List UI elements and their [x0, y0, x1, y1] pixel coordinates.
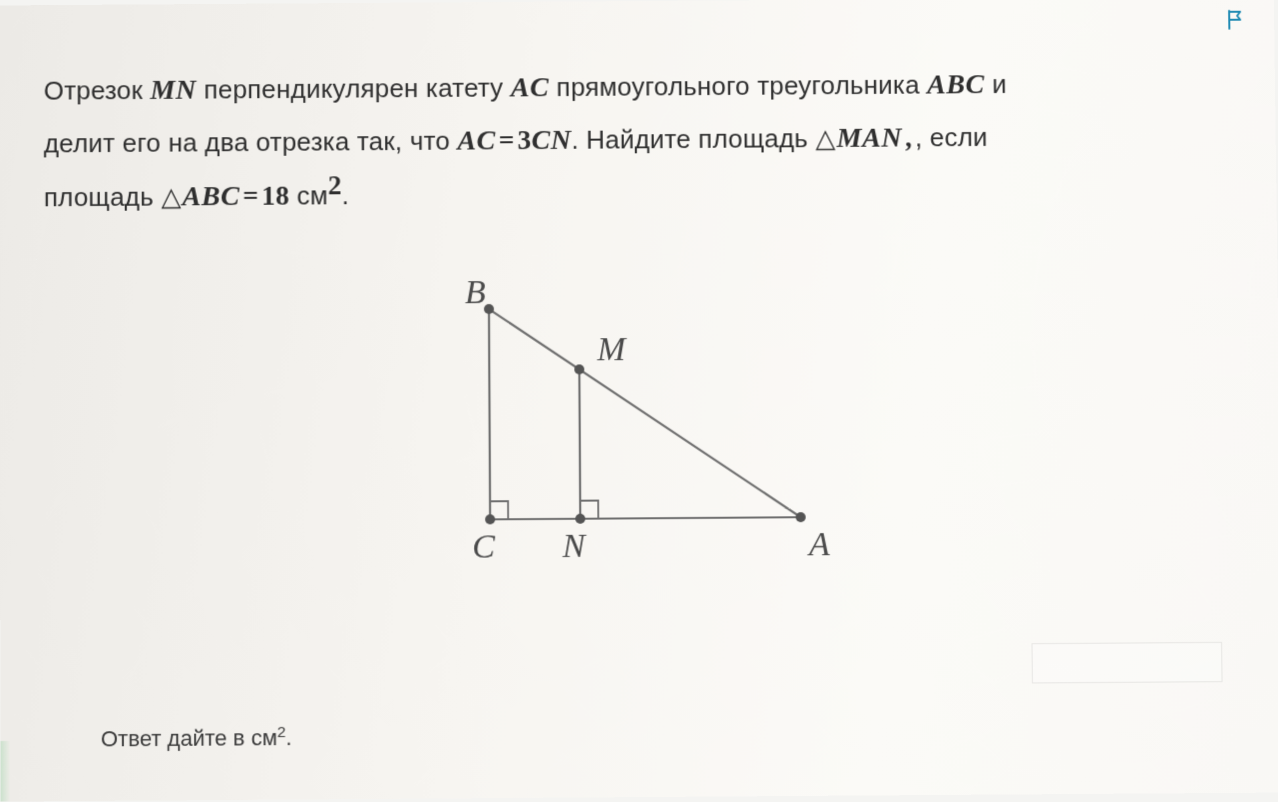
math-var: AC — [457, 126, 496, 157]
math-var-MAN: MAN — [837, 123, 903, 154]
math-var: CN — [531, 125, 571, 156]
math-number: 18 — [262, 180, 290, 210]
decorative-edge — [0, 741, 10, 802]
text: прямоугольного треугольника — [549, 70, 927, 102]
svg-text:M: M — [596, 331, 627, 368]
math-var-ABC: ABC — [927, 69, 985, 100]
problem-page: Отрезок MN перпендикулярен катету AC пря… — [0, 0, 1278, 802]
problem-statement: Отрезок MN перпендикулярен катету AC пря… — [44, 57, 1183, 224]
equals-sign: = — [240, 181, 262, 211]
triangle-figure: A B C M N — [429, 267, 852, 591]
text: Отрезок — [44, 75, 151, 106]
triangle-symbol: △ — [161, 182, 182, 211]
equals-sign: = — [496, 126, 518, 156]
figure-container: A B C M N — [44, 264, 1237, 593]
text: . — [286, 725, 292, 750]
svg-text:B: B — [465, 274, 486, 311]
comma: , — [902, 123, 915, 153]
math-var-MN: MN — [150, 75, 196, 106]
exponent: 2 — [328, 170, 342, 200]
text: , если — [915, 122, 988, 152]
text: площадь — [44, 181, 161, 212]
flag-button[interactable] — [1224, 7, 1250, 33]
math-var-ABC: ABC — [182, 181, 240, 212]
flag-icon — [1225, 8, 1249, 32]
text: перпендикулярен катету — [196, 73, 510, 105]
math-var-AC: AC — [511, 72, 550, 103]
math-number: 3 — [517, 125, 531, 155]
text: . — [342, 180, 350, 210]
answer-input[interactable] — [1031, 642, 1222, 684]
svg-text:C: C — [472, 528, 495, 565]
triangle-symbol: △ — [815, 124, 836, 153]
text: . Найдите площадь — [571, 124, 815, 156]
svg-text:N: N — [561, 528, 587, 565]
svg-text:A: A — [807, 526, 830, 563]
unit-cm: см — [289, 180, 328, 210]
text: Ответ дайте в см — [101, 725, 278, 751]
text: делит его на два отрезка так, что — [44, 126, 458, 159]
answer-instruction: Ответ дайте в см2. — [101, 725, 292, 753]
text: и — [984, 69, 1006, 99]
